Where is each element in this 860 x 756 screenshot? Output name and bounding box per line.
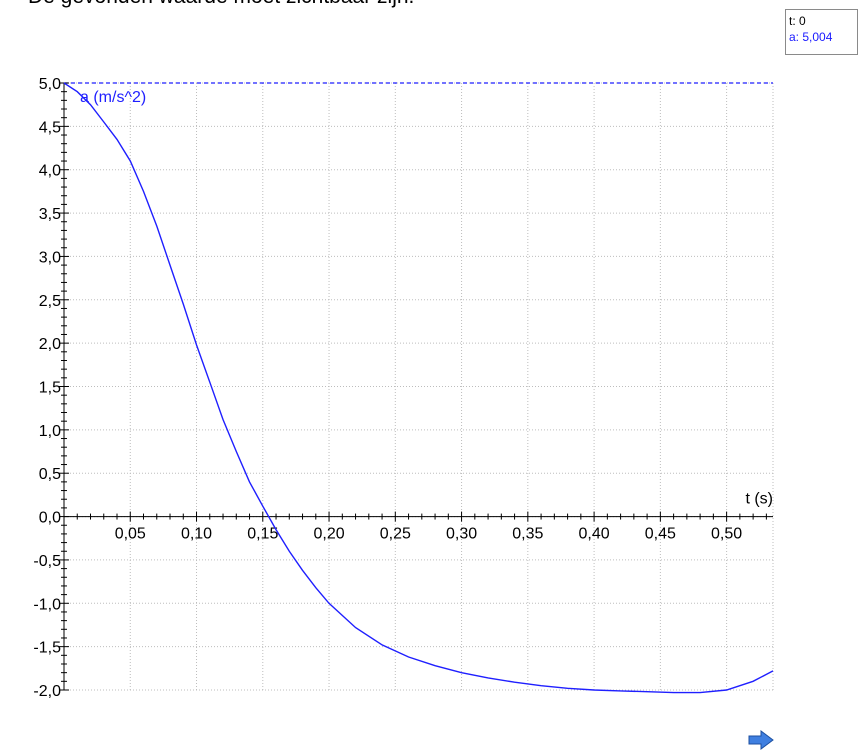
y-tick-label: 3,5 — [39, 206, 61, 223]
ticks — [59, 82, 767, 691]
y-tick-label: 0,0 — [39, 510, 61, 527]
y-tick-label: -1,0 — [33, 596, 61, 613]
x-tick-label: 0,30 — [446, 526, 477, 543]
y-tick-labels: 5,0 4,5 4,0 3,5 3,0 2,5 2,0 1,5 1,0 0,5 0,0 -0,5 -1,… — [33, 76, 61, 700]
x-tick-label: 0,40 — [579, 526, 610, 543]
acceleration-curve — [63, 82, 774, 694]
x-tick-label: 0,45 — [645, 526, 676, 543]
x-tick-label: 0,20 — [313, 526, 344, 543]
x-axis-label: t (s) — [745, 491, 773, 508]
y-tick-label: -1,5 — [33, 640, 61, 657]
readout-t: t: 0 — [789, 14, 806, 28]
cursor-readout: t: 0 a: 5,004 — [785, 9, 858, 55]
x-tick-label: 0,15 — [247, 526, 278, 543]
acceleration-chart[interactable]: 5,0 4,5 4,0 3,5 3,0 2,5 2,0 1,5 1,0 0,5 0,0 -0,5 -1,… — [0, 0, 860, 720]
y-tick-label: 0,5 — [39, 466, 61, 483]
x-tick-label: 0,10 — [181, 526, 212, 543]
grid — [64, 82, 774, 691]
instruction-text: De gevonden waarde moet zichtbaar zijn. — [28, 0, 414, 9]
x-tick-label: 0,05 — [115, 526, 146, 543]
y-axis-label: a (m/s^2) — [80, 89, 146, 106]
x-tick-labels: 0,05 0,10 0,15 0,20 0,25 0,30 0,35 0,40 0,45 0,50 — [115, 526, 743, 543]
y-tick-label: 3,0 — [39, 249, 61, 266]
y-tick-label: -2,0 — [33, 683, 61, 700]
y-tick-label: 2,5 — [39, 293, 61, 310]
y-tick-label: 1,0 — [39, 423, 61, 440]
y-tick-label: 4,0 — [39, 163, 61, 180]
readout-a: a: 5,004 — [789, 30, 833, 44]
y-tick-label: -0,5 — [33, 553, 61, 570]
next-arrow-icon[interactable] — [748, 730, 774, 750]
y-tick-label: 5,0 — [39, 76, 61, 93]
y-tick-label: 2,0 — [39, 336, 61, 353]
y-tick-label: 4,5 — [39, 119, 61, 136]
x-tick-label: 0,25 — [380, 526, 411, 543]
x-tick-label: 0,50 — [711, 526, 742, 543]
x-tick-label: 0,35 — [512, 526, 543, 543]
y-tick-label: 1,5 — [39, 380, 61, 397]
